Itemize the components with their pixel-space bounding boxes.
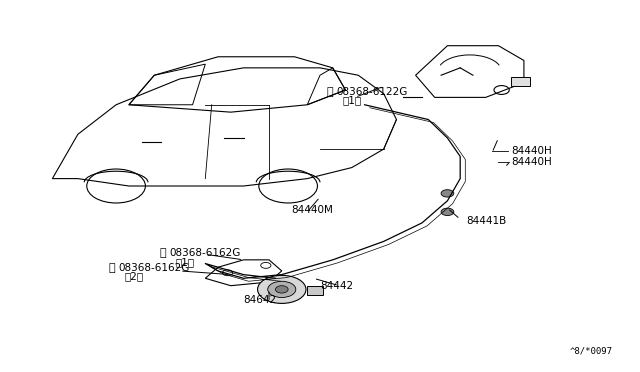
Text: （2）: （2） (124, 272, 143, 282)
Text: （1）: （1） (342, 95, 362, 105)
Text: 08368-6162G: 08368-6162G (118, 263, 189, 273)
Text: （1）: （1） (175, 257, 195, 267)
Text: 84642: 84642 (244, 295, 276, 305)
Circle shape (223, 270, 233, 276)
FancyBboxPatch shape (307, 286, 323, 295)
Text: 84440H: 84440H (511, 146, 552, 156)
Text: 84442: 84442 (320, 282, 353, 291)
Text: 84441B: 84441B (467, 216, 507, 226)
FancyBboxPatch shape (511, 77, 531, 86)
Circle shape (257, 275, 306, 304)
Text: 84440H: 84440H (511, 157, 552, 167)
Circle shape (268, 281, 296, 298)
Text: Ⓢ: Ⓢ (326, 87, 333, 97)
Text: 08368-6162G: 08368-6162G (169, 248, 241, 258)
Circle shape (260, 262, 271, 268)
Text: 08368-6122G: 08368-6122G (336, 87, 407, 97)
Circle shape (441, 190, 454, 197)
Text: Ⓢ: Ⓢ (108, 263, 115, 273)
Circle shape (441, 208, 454, 215)
Text: Ⓢ: Ⓢ (159, 248, 166, 258)
Text: 84440M: 84440M (291, 205, 333, 215)
Circle shape (275, 286, 288, 293)
Text: ^8/*0097: ^8/*0097 (570, 347, 613, 356)
